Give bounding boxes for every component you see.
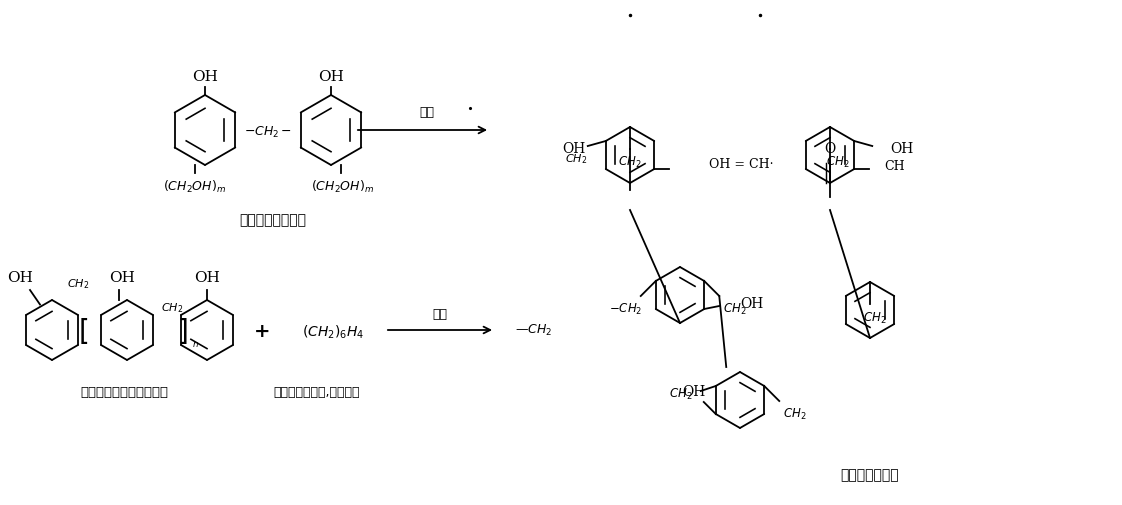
- Text: （甲阶酚醛树脂）: （甲阶酚醛树脂）: [239, 213, 306, 227]
- Text: OH: OH: [562, 142, 586, 156]
- Text: $—CH_2$: $—CH_2$: [515, 323, 552, 337]
- Text: $CH_2$: $CH_2$: [565, 152, 588, 166]
- Text: OH: OH: [890, 142, 913, 156]
- Text: $-CH_2$: $-CH_2$: [609, 301, 643, 317]
- Text: OH: OH: [109, 271, 135, 285]
- Text: （三维高聚物）: （三维高聚物）: [840, 468, 900, 482]
- Text: $(CH_2OH)_m$: $(CH_2OH)_m$: [164, 179, 227, 195]
- Text: $CH_2$: $CH_2$: [67, 277, 90, 291]
- Text: OH: OH: [682, 385, 706, 399]
- Text: OH: OH: [192, 70, 218, 84]
- Text: CH: CH: [884, 160, 904, 173]
- Text: $(CH_2OH)_m$: $(CH_2OH)_m$: [312, 179, 375, 195]
- Text: $CH_{2}$: $CH_{2}$: [160, 301, 183, 315]
- Text: $CH_2$: $CH_2$: [782, 407, 806, 422]
- Text: $CH_2$: $CH_2$: [863, 311, 886, 326]
- Text: OH: OH: [318, 70, 344, 84]
- Text: OH: OH: [741, 297, 763, 311]
- Text: 加热: 加热: [432, 308, 448, 321]
- Text: $_n$: $_n$: [192, 337, 199, 350]
- Text: $CH_2$: $CH_2$: [618, 155, 642, 170]
- Text: [: [: [79, 318, 90, 346]
- Text: $CH_2$: $CH_2$: [826, 155, 849, 170]
- Text: $CH_2$: $CH_2$: [669, 386, 692, 401]
- Text: OH = CH·: OH = CH·: [709, 158, 774, 171]
- Text: ]: ]: [177, 318, 188, 346]
- Text: （六次甲基四胺,固化剂）: （六次甲基四胺,固化剂）: [274, 385, 360, 398]
- Text: （线型热塑性酚醛树脂）: （线型热塑性酚醛树脂）: [80, 385, 168, 398]
- Text: $CH_2$: $CH_2$: [723, 301, 746, 317]
- Text: 加热: 加热: [420, 106, 434, 119]
- Text: O: O: [825, 142, 836, 156]
- Text: OH: OH: [194, 271, 220, 285]
- Text: OH: OH: [7, 271, 33, 285]
- Text: $-CH_2-$: $-CH_2-$: [243, 124, 292, 139]
- Text: $(CH_2)_6H_4$: $(CH_2)_6H_4$: [302, 323, 365, 341]
- Text: +: +: [254, 323, 270, 341]
